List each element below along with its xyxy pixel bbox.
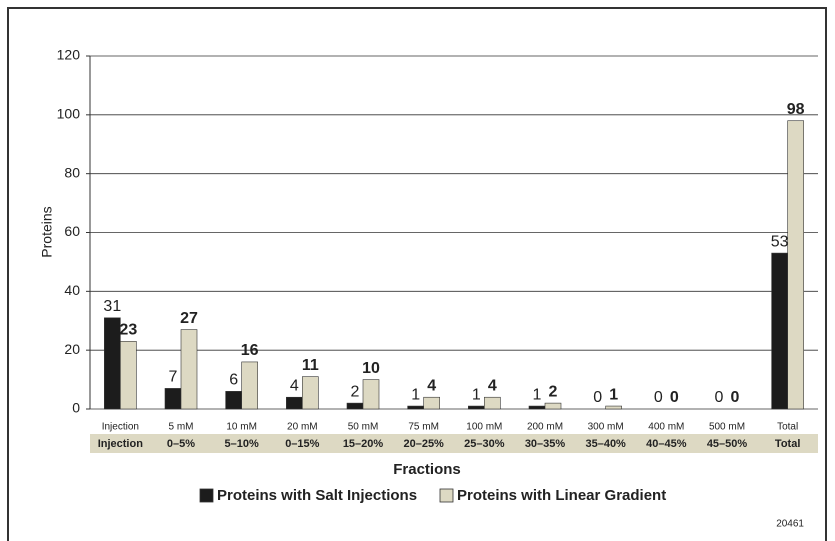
x-sublabel: 20–25% <box>403 438 444 450</box>
y-tick-label: 80 <box>64 164 80 180</box>
value-label: 0 <box>593 389 602 406</box>
value-label: 2 <box>351 383 360 400</box>
x-sublabel: 25–30% <box>464 438 505 450</box>
y-tick-label: 0 <box>72 400 80 416</box>
value-label: 23 <box>119 322 137 339</box>
legend-label: Proteins with Salt Injections <box>217 487 417 504</box>
bar <box>423 396 440 410</box>
value-label: 98 <box>787 101 805 118</box>
x-tick-label: Total <box>777 422 798 433</box>
x-sublabel: 45–50% <box>707 438 748 450</box>
value-label: 1 <box>609 386 618 403</box>
value-label: 53 <box>771 233 789 250</box>
bar <box>120 341 137 410</box>
value-label: 1 <box>472 386 481 403</box>
bar <box>605 405 622 410</box>
value-label: 31 <box>103 298 121 315</box>
bar <box>104 317 121 410</box>
value-label: 16 <box>241 342 259 359</box>
x-tick-label: 20 mM <box>287 422 318 433</box>
value-label: 4 <box>427 377 436 394</box>
legend-swatch <box>199 488 214 503</box>
x-sublabel: 5–10% <box>225 438 259 450</box>
x-tick-label: Injection <box>102 422 139 433</box>
x-sublabel: 0–5% <box>167 438 195 450</box>
x-tick-label: 10 mM <box>226 422 257 433</box>
y-tick-label: 120 <box>57 47 81 63</box>
value-label: 6 <box>229 372 238 389</box>
x-sublabel: 0–15% <box>285 438 319 450</box>
bar <box>771 252 788 410</box>
bar <box>484 396 501 410</box>
value-label: 4 <box>488 377 497 394</box>
bar <box>286 396 303 410</box>
x-tick-label: 75 mM <box>408 422 439 433</box>
bar <box>302 376 319 410</box>
x-tick-label: 200 mM <box>527 422 563 433</box>
x-tick-label: 300 mM <box>588 422 624 433</box>
y-tick-label: 100 <box>57 106 81 122</box>
value-label: 27 <box>180 310 198 327</box>
value-label: 2 <box>549 383 558 400</box>
bar <box>362 379 380 410</box>
bar <box>225 391 242 410</box>
value-label: 4 <box>290 377 299 394</box>
bar <box>241 361 258 410</box>
value-label: 0 <box>654 389 663 406</box>
value-label: 10 <box>362 360 380 377</box>
x-axis-label: Fractions <box>393 461 461 478</box>
value-label: 7 <box>169 369 178 386</box>
x-sublabel: 35–40% <box>585 438 626 450</box>
legend-label: Proteins with Linear Gradient <box>457 487 666 504</box>
x-sublabel: 30–35% <box>525 438 566 450</box>
value-label: 0 <box>731 389 740 406</box>
value-label: 1 <box>411 386 420 403</box>
x-tick-label: 100 mM <box>466 422 502 433</box>
x-tick-label: 50 mM <box>348 422 379 433</box>
bar <box>528 405 546 410</box>
bar <box>468 405 485 410</box>
y-tick-label: 20 <box>64 341 80 357</box>
y-tick-label: 40 <box>64 282 80 298</box>
x-tick-label: 500 mM <box>709 422 745 433</box>
y-tick-label: 60 <box>64 223 80 239</box>
x-sublabel: 40–45% <box>646 438 687 450</box>
bar <box>407 405 424 410</box>
x-tick-label: 400 mM <box>648 422 684 433</box>
value-label: 0 <box>670 389 679 406</box>
value-label: 0 <box>715 389 724 406</box>
y-axis-label: Proteins <box>39 206 55 257</box>
bar <box>346 402 364 410</box>
value-label: 11 <box>302 357 319 374</box>
x-tick-label: 5 mM <box>169 422 194 433</box>
bar <box>164 388 182 410</box>
bar <box>787 120 804 410</box>
bar <box>544 402 562 410</box>
bar <box>180 329 198 410</box>
x-sublabel: Injection <box>98 438 144 450</box>
x-sublabel: Total <box>775 438 800 450</box>
frame <box>7 7 827 541</box>
sublabel-band <box>90 434 818 453</box>
figure-id: 20461 <box>776 519 804 530</box>
x-sublabel: 15–20% <box>343 438 384 450</box>
value-label: 1 <box>533 386 542 403</box>
legend-swatch <box>439 488 454 503</box>
